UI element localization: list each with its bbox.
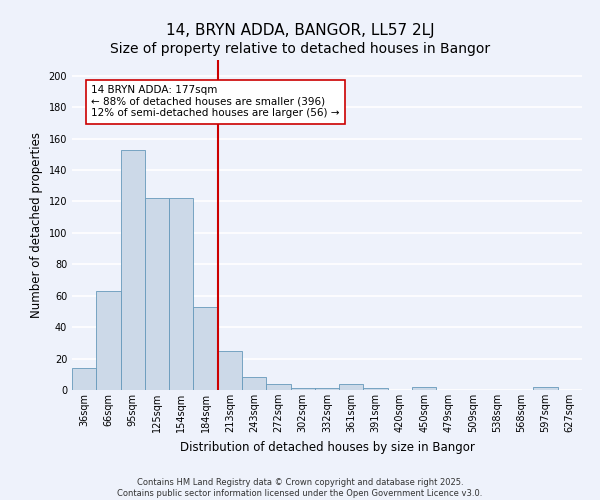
Bar <box>193 306 218 390</box>
Bar <box>169 198 193 390</box>
Bar <box>72 368 96 390</box>
Text: Size of property relative to detached houses in Bangor: Size of property relative to detached ho… <box>110 42 490 56</box>
X-axis label: Distribution of detached houses by size in Bangor: Distribution of detached houses by size … <box>179 440 475 454</box>
Text: 14 BRYN ADDA: 177sqm
← 88% of detached houses are smaller (396)
12% of semi-deta: 14 BRYN ADDA: 177sqm ← 88% of detached h… <box>91 85 340 118</box>
Bar <box>242 378 266 390</box>
Text: Contains HM Land Registry data © Crown copyright and database right 2025.
Contai: Contains HM Land Registry data © Crown c… <box>118 478 482 498</box>
Bar <box>364 388 388 390</box>
Y-axis label: Number of detached properties: Number of detached properties <box>30 132 43 318</box>
Bar <box>96 291 121 390</box>
Bar <box>339 384 364 390</box>
Bar <box>218 350 242 390</box>
Bar <box>290 388 315 390</box>
Bar <box>145 198 169 390</box>
Bar <box>412 387 436 390</box>
Text: 14, BRYN ADDA, BANGOR, LL57 2LJ: 14, BRYN ADDA, BANGOR, LL57 2LJ <box>166 22 434 38</box>
Bar <box>315 388 339 390</box>
Bar <box>121 150 145 390</box>
Bar <box>266 384 290 390</box>
Bar <box>533 387 558 390</box>
